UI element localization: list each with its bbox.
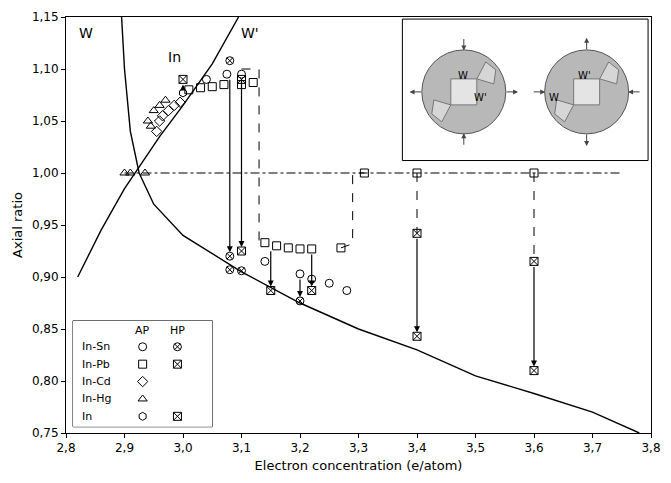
svg-text:W': W' (578, 70, 591, 81)
svg-text:In-Pb: In-Pb (82, 358, 110, 371)
svg-text:2,8: 2,8 (56, 441, 75, 455)
svg-text:3,2: 3,2 (290, 441, 309, 455)
svg-text:W': W' (474, 92, 487, 103)
svg-text:3,0: 3,0 (173, 441, 192, 455)
svg-text:3,6: 3,6 (524, 441, 543, 455)
svg-text:In: In (82, 410, 92, 423)
svg-text:In-Sn: In-Sn (82, 340, 110, 353)
svg-text:W: W (79, 25, 93, 41)
svg-text:W: W (458, 70, 468, 81)
svg-text:3,8: 3,8 (641, 441, 660, 455)
svg-text:2,9: 2,9 (115, 441, 134, 455)
svg-text:In-Hg: In-Hg (82, 392, 111, 405)
svg-text:1,15: 1,15 (32, 10, 59, 24)
svg-text:1,00: 1,00 (32, 166, 59, 180)
svg-text:0,95: 0,95 (32, 218, 59, 232)
svg-text:In: In (168, 49, 181, 65)
svg-text:HP: HP (170, 324, 185, 337)
svg-text:0,85: 0,85 (32, 322, 59, 336)
svg-text:1,10: 1,10 (32, 62, 59, 76)
svg-text:3,7: 3,7 (583, 441, 602, 455)
svg-text:3,3: 3,3 (349, 441, 368, 455)
svg-text:W: W (549, 92, 559, 103)
svg-text:0,75: 0,75 (32, 426, 59, 440)
svg-text:AP: AP (135, 324, 150, 337)
svg-text:3,4: 3,4 (407, 441, 426, 455)
svg-text:W': W' (241, 25, 259, 41)
svg-text:0,80: 0,80 (32, 374, 59, 388)
svg-text:3,5: 3,5 (466, 441, 485, 455)
svg-text:Electron concentration (e/atom: Electron concentration (e/atom) (255, 458, 463, 473)
svg-text:1,05: 1,05 (32, 114, 59, 128)
svg-text:3,1: 3,1 (232, 441, 251, 455)
svg-text:0,90: 0,90 (32, 270, 59, 284)
svg-text:In-Cd: In-Cd (82, 375, 111, 388)
svg-text:Axial ratio: Axial ratio (10, 192, 25, 258)
